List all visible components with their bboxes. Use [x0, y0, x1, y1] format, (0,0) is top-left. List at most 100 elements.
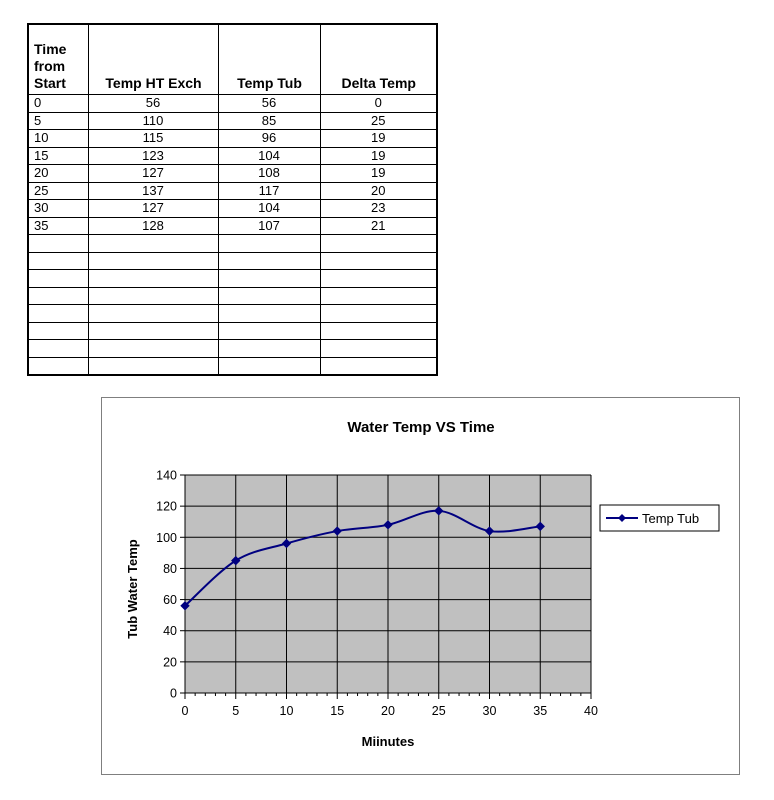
table-cell: 104: [217, 146, 321, 165]
table-cell-empty: [87, 251, 219, 270]
table-cell-empty: [27, 304, 89, 323]
legend-marker: [618, 514, 626, 522]
table-row-empty: [27, 269, 438, 288]
table-row-empty: [27, 356, 438, 376]
data-point-marker: [383, 520, 393, 530]
x-tick-label: 15: [330, 704, 344, 718]
table-cell: 23: [319, 199, 438, 218]
x-tick-label: 10: [280, 704, 294, 718]
table-cell: 19: [319, 146, 438, 165]
table-header-text: Temp HT Exch: [105, 75, 202, 91]
x-tick-label: 0: [182, 704, 189, 718]
table-cell: 0: [319, 94, 438, 113]
table-row: 15 123 104 19: [27, 146, 438, 165]
table-cell: 127: [87, 164, 219, 183]
table-row: 5 110 85 25: [27, 111, 438, 130]
table-cell: 85: [217, 111, 321, 130]
table-cell-empty: [87, 321, 219, 340]
table-cell: 104: [217, 199, 321, 218]
data-table: Time from Start Temp HT Exch Temp Tub Delta T…: [27, 23, 438, 376]
table-cell-empty: [217, 269, 321, 288]
x-tick-label: 40: [584, 704, 598, 718]
table-cell: 19: [319, 129, 438, 148]
chart-area: Water Temp VS Time 0 20 40 60 80 100 120 140 0 5 10…: [101, 397, 740, 775]
table-cell: 19: [319, 164, 438, 183]
table-cell-empty: [319, 304, 438, 323]
y-tick-label: 80: [163, 562, 177, 576]
table-row: 20 127 108 19: [27, 164, 438, 183]
table-header-cell: Time from Start: [27, 23, 89, 95]
table-cell-empty: [319, 356, 438, 376]
table-row-empty: [27, 304, 438, 323]
table-header-text: Time: [34, 41, 67, 57]
table-row-empty: [27, 339, 438, 358]
table-header-text: from: [34, 58, 66, 74]
table-cell-empty: [27, 269, 89, 288]
table-cell: 117: [217, 181, 321, 200]
y-tick-label: 100: [156, 531, 177, 545]
table-row: 30 127 104 23: [27, 199, 438, 218]
table-cell: 115: [87, 129, 219, 148]
table-cell: 108: [217, 164, 321, 183]
table-cell: 25: [319, 111, 438, 130]
table-cell-empty: [319, 286, 438, 305]
table-header-text: Delta Temp: [341, 75, 416, 91]
data-point-marker: [332, 526, 342, 536]
data-point-marker: [180, 601, 190, 611]
y-tick-label: 140: [156, 469, 177, 483]
table-cell-empty: [27, 251, 89, 270]
table-header-text: Start: [34, 75, 66, 91]
table-cell: 30: [27, 199, 89, 218]
table-cell: 35: [27, 216, 89, 235]
table-cell: 21: [319, 216, 438, 235]
table-cell-empty: [217, 356, 321, 376]
table-header-cell: Delta Temp: [319, 23, 438, 95]
table-row-empty: [27, 251, 438, 270]
table-header-cell: Temp Tub: [217, 23, 321, 95]
table-row: 35 128 107 21: [27, 216, 438, 235]
data-point-marker: [231, 555, 241, 566]
table-body: 0 56 56 0 5 110 85 25 10 115 96 19 15 123 104 19 20 127 10…: [27, 94, 438, 376]
table-cell: 110: [87, 111, 219, 130]
table-cell: 107: [217, 216, 321, 235]
x-axis-label: Miinutes: [362, 734, 415, 749]
table-cell: 20: [319, 181, 438, 200]
table-row-empty: [27, 234, 438, 253]
table-row: 0 56 56 0: [27, 94, 438, 113]
line-chart: Water Temp VS Time 0 20 40 60 80 100 120 140 0 5 10…: [125, 419, 720, 749]
table-cell-empty: [27, 321, 89, 340]
table-header-cell: Temp HT Exch: [87, 23, 219, 95]
table-cell: 10: [27, 129, 89, 148]
data-point-marker: [535, 521, 545, 532]
table-cell-empty: [319, 321, 438, 340]
table-cell-empty: [87, 304, 219, 323]
data-point-marker: [434, 506, 444, 516]
y-tick-label: 60: [163, 593, 177, 607]
table-row: 25 137 117 20: [27, 181, 438, 200]
table-cell-empty: [217, 321, 321, 340]
table-cell: 56: [87, 94, 219, 113]
table-cell: 5: [27, 111, 89, 130]
table-cell: 0: [27, 94, 89, 113]
table-cell: 127: [87, 199, 219, 218]
x-tick-label: 5: [232, 704, 239, 718]
table-cell-empty: [319, 269, 438, 288]
table-cell: 20: [27, 164, 89, 183]
table-cell: 123: [87, 146, 219, 165]
table-cell-empty: [217, 234, 321, 253]
x-tick-label: 30: [483, 704, 497, 718]
table-cell-empty: [217, 251, 321, 270]
y-tick-label: 0: [170, 687, 177, 701]
table-cell-empty: [27, 356, 89, 376]
table-cell-empty: [217, 286, 321, 305]
table-cell-empty: [27, 286, 89, 305]
table-cell: 25: [27, 181, 89, 200]
table-cell-empty: [319, 251, 438, 270]
table-cell-empty: [87, 356, 219, 376]
chart-title: Water Temp VS Time: [347, 419, 494, 436]
table-cell-empty: [319, 234, 438, 253]
y-axis-label: Tub Water Temp: [125, 539, 140, 638]
table-row: 10 115 96 19: [27, 129, 438, 148]
table-cell-empty: [27, 234, 89, 253]
table-cell-empty: [87, 269, 219, 288]
